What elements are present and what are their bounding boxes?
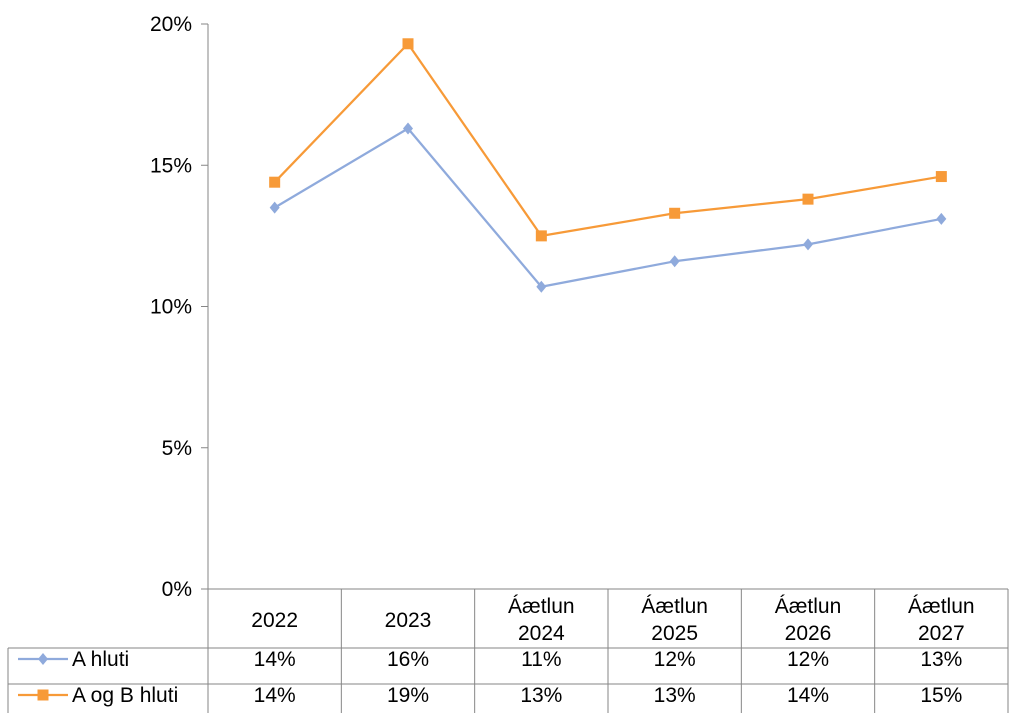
legend-series-name: A og B hluti (72, 684, 178, 707)
x-category-label: Áætlun (908, 595, 975, 618)
x-category-label: 2024 (518, 622, 565, 645)
series-point (935, 171, 947, 183)
series-point (669, 255, 680, 268)
data-table-value: 15% (920, 684, 962, 707)
data-table-value: 16% (387, 648, 429, 671)
data-table-value: 13% (920, 648, 962, 671)
x-category-label: 2026 (785, 622, 832, 645)
series-point (402, 38, 414, 50)
series-point (269, 201, 280, 214)
y-tick-label: 15% (150, 154, 192, 177)
series-point (803, 238, 813, 251)
series-point (536, 280, 547, 293)
series-point (802, 193, 814, 205)
data-table-value: 13% (654, 684, 696, 707)
series-line-2 (273, 42, 942, 237)
series-point (669, 207, 681, 219)
x-category-label: 2025 (651, 622, 698, 645)
data-table-value: 19% (387, 684, 429, 707)
legend-series-name: A hluti (72, 648, 129, 671)
data-table-value: 11% (521, 648, 561, 671)
y-tick-label: 20% (150, 13, 192, 36)
x-category-label: 2022 (251, 609, 298, 632)
data-table-value: 12% (787, 648, 829, 671)
data-table-value: 14% (254, 648, 296, 671)
y-tick-label: 10% (150, 296, 192, 319)
data-table-value: 13% (520, 684, 562, 707)
y-tick-label: 0% (162, 578, 192, 601)
y-tick-label: 5% (162, 437, 192, 460)
x-category-label: 2023 (385, 609, 432, 632)
data-table-value: 14% (254, 684, 296, 707)
series-point (403, 122, 413, 135)
data-table-value: 12% (654, 648, 696, 671)
x-category-label: Áætlun (508, 595, 575, 618)
data-table-value: 14% (787, 684, 829, 707)
series-point (936, 212, 947, 225)
x-category-label: Áætlun (641, 595, 708, 618)
legend-key-marker (37, 689, 49, 701)
x-category-label: Áætlun (775, 595, 842, 618)
series-line-1 (274, 127, 942, 288)
series-point (535, 230, 547, 242)
legend-key-marker (38, 653, 48, 665)
series-point (269, 176, 281, 188)
x-category-label: 2027 (918, 622, 965, 645)
